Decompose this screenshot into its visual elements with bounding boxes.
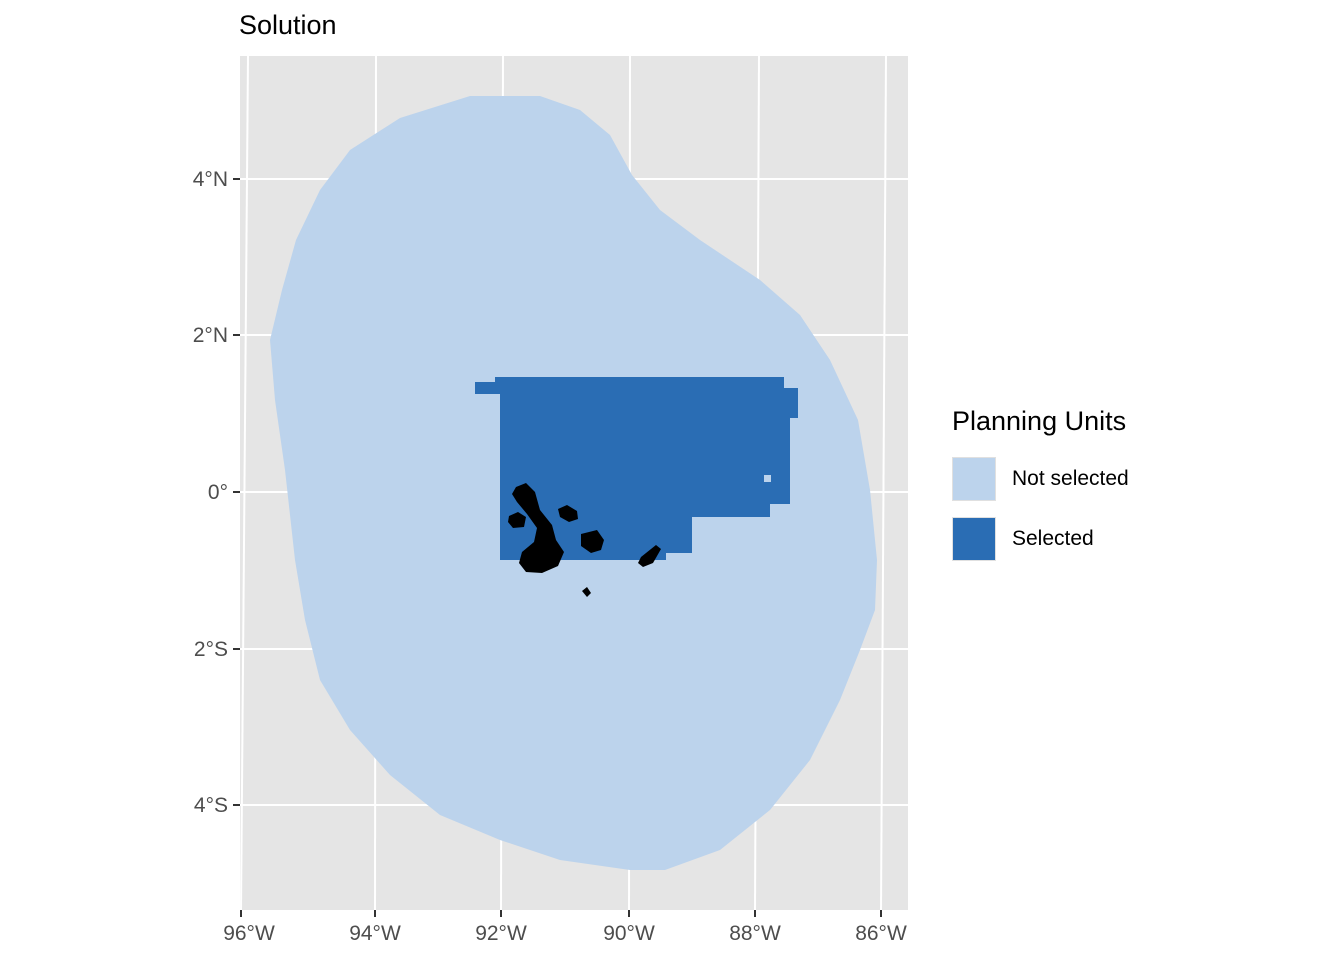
legend-key-selected bbox=[952, 517, 996, 561]
y-tick-label-0: 0° bbox=[28, 481, 228, 505]
y-tick-label-4s: 4°S bbox=[28, 794, 228, 818]
legend-title: Planning Units bbox=[952, 406, 1129, 437]
x-tick-label-86w: 86°W bbox=[831, 922, 931, 946]
legend-item-not-selected: Not selected bbox=[952, 449, 1129, 509]
legend: Planning Units Not selected Selected bbox=[952, 406, 1129, 569]
legend-label-selected: Selected bbox=[1012, 527, 1094, 551]
y-tick-label-4n: 4°N bbox=[28, 168, 228, 192]
x-tick-label-88w: 88°W bbox=[705, 922, 805, 946]
unselected-gap bbox=[764, 475, 771, 482]
legend-key-not-selected bbox=[952, 457, 996, 501]
x-tick-label-90w: 90°W bbox=[579, 922, 679, 946]
x-tick-label-94w: 94°W bbox=[325, 922, 425, 946]
y-tick-label-2s: 2°S bbox=[28, 638, 228, 662]
legend-label-not-selected: Not selected bbox=[1012, 467, 1129, 491]
legend-item-selected: Selected bbox=[952, 509, 1129, 569]
y-tick-label-2n: 2°N bbox=[28, 324, 228, 348]
x-tick-label-92w: 92°W bbox=[451, 922, 551, 946]
x-tick-label-96w: 96°W bbox=[199, 922, 299, 946]
